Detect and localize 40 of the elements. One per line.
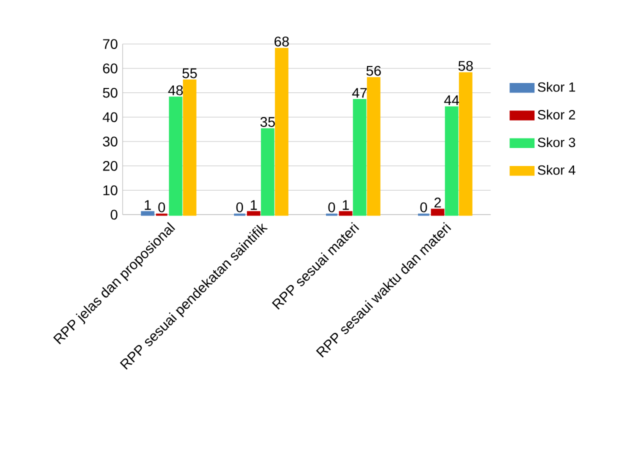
legend-label: Skor 2	[538, 110, 576, 120]
y-tick-label: 60	[103, 63, 118, 74]
data-label: 56	[366, 66, 381, 76]
data-label: 2	[434, 198, 441, 208]
bar	[168, 96, 182, 216]
bar	[246, 211, 260, 216]
data-label: 48	[168, 85, 183, 96]
bar	[338, 211, 352, 216]
data-label: 0	[158, 202, 166, 212]
data-label: 35	[260, 117, 275, 127]
bar	[182, 80, 196, 216]
y-tick-label: 40	[102, 112, 118, 122]
data-label: 1	[144, 200, 151, 210]
bar	[140, 211, 154, 216]
data-label: 1	[342, 200, 349, 210]
data-label: 58	[458, 60, 473, 71]
bar	[430, 208, 444, 216]
bar	[444, 106, 458, 216]
bar	[260, 128, 274, 216]
data-label: 47	[352, 88, 367, 98]
data-label: 0	[328, 202, 336, 212]
bar	[274, 48, 288, 216]
legend-label: Skor 3	[538, 137, 576, 148]
y-tick-label: 50	[102, 88, 118, 98]
bar	[352, 99, 366, 216]
y-tick-label: 30	[102, 136, 118, 146]
y-tick-label: 20	[103, 160, 118, 171]
data-label: 0	[236, 202, 244, 212]
data-label: 0	[420, 202, 428, 212]
bar	[366, 77, 380, 216]
data-label: 68	[274, 36, 289, 46]
y-tick-label: 0	[110, 210, 118, 220]
data-label: 55	[182, 68, 197, 78]
y-tick-label: 70	[103, 39, 118, 49]
data-label: 44	[444, 95, 460, 105]
bar	[458, 72, 472, 216]
legend-label: Skor 4	[538, 165, 576, 175]
y-tick-label: 10	[103, 185, 118, 196]
data-label: 1	[250, 200, 257, 210]
legend-label: Skor 1	[538, 82, 576, 92]
